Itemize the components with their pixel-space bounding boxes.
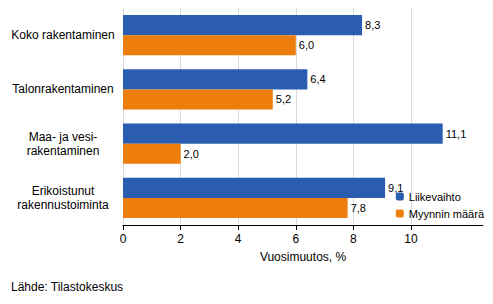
- svg-text:0: 0: [120, 232, 127, 246]
- svg-text:5,2: 5,2: [276, 93, 291, 105]
- svg-text:rakennustoiminta: rakennustoiminta: [17, 198, 109, 212]
- svg-text:8: 8: [350, 232, 357, 246]
- svg-text:6,4: 6,4: [310, 73, 325, 85]
- svg-text:Maa- ja vesi-: Maa- ja vesi-: [29, 130, 98, 144]
- svg-text:2,0: 2,0: [184, 148, 199, 160]
- svg-text:Talonrakentaminen: Talonrakentaminen: [12, 82, 113, 96]
- svg-text:Koko rakentaminen: Koko rakentaminen: [11, 28, 114, 42]
- svg-text:6,0: 6,0: [299, 39, 314, 51]
- svg-text:Liikevaihto: Liikevaihto: [409, 191, 461, 203]
- svg-text:10: 10: [404, 232, 418, 246]
- svg-text:Erikoistunut: Erikoistunut: [32, 184, 95, 198]
- svg-text:6: 6: [292, 232, 299, 246]
- svg-text:8,3: 8,3: [365, 19, 380, 31]
- svg-text:11,1: 11,1: [446, 128, 467, 140]
- svg-text:4: 4: [235, 232, 242, 246]
- svg-text:Vuosimuutos, %: Vuosimuutos, %: [260, 250, 347, 264]
- svg-text:Myynnin määrä: Myynnin määrä: [409, 208, 485, 220]
- svg-text:7,8: 7,8: [351, 202, 366, 214]
- svg-text:Lähde: Tilastokeskus: Lähde: Tilastokeskus: [11, 280, 123, 294]
- svg-text:9,1: 9,1: [388, 182, 403, 194]
- svg-text:2: 2: [177, 232, 184, 246]
- svg-text:rakentaminen: rakentaminen: [27, 144, 100, 158]
